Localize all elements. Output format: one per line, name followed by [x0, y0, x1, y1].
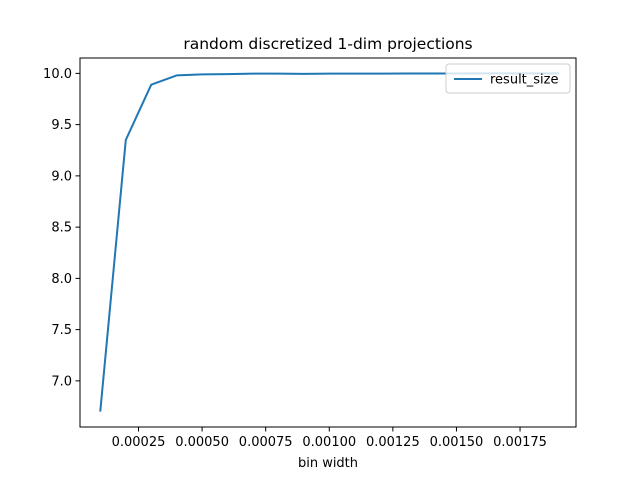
x-tick-label: 0.00125 [366, 435, 420, 450]
y-tick-label: 7.5 [51, 323, 72, 338]
x-tick-label: 0.00075 [239, 435, 293, 450]
y-tick-label: 10.0 [43, 67, 72, 82]
x-tick-label: 0.00100 [302, 435, 356, 450]
x-tick-label: 0.00175 [493, 435, 547, 450]
y-tick-label: 8.5 [51, 221, 72, 236]
y-tick-label: 7.0 [51, 374, 72, 389]
legend-box [445, 63, 571, 94]
plot-area: 0.00025 0.00050 0.00075 0.00100 0.00125 0.001… [43, 57, 577, 450]
y-tick-label: 9.5 [51, 118, 72, 133]
x-axis-title: bin width [298, 456, 358, 471]
x-tick-label: 0.00150 [430, 435, 484, 450]
chart-title: random discretized 1-dim projections [183, 35, 472, 53]
legend-label: result_size [490, 73, 559, 88]
plot-frame [79, 57, 577, 428]
y-tick-label: 8.0 [51, 272, 72, 287]
x-tick-label: 0.00025 [112, 435, 166, 450]
y-tick-label: 9.0 [51, 169, 72, 184]
series-line-result_size [99, 72, 560, 412]
x-tick-label: 0.00050 [175, 435, 229, 450]
